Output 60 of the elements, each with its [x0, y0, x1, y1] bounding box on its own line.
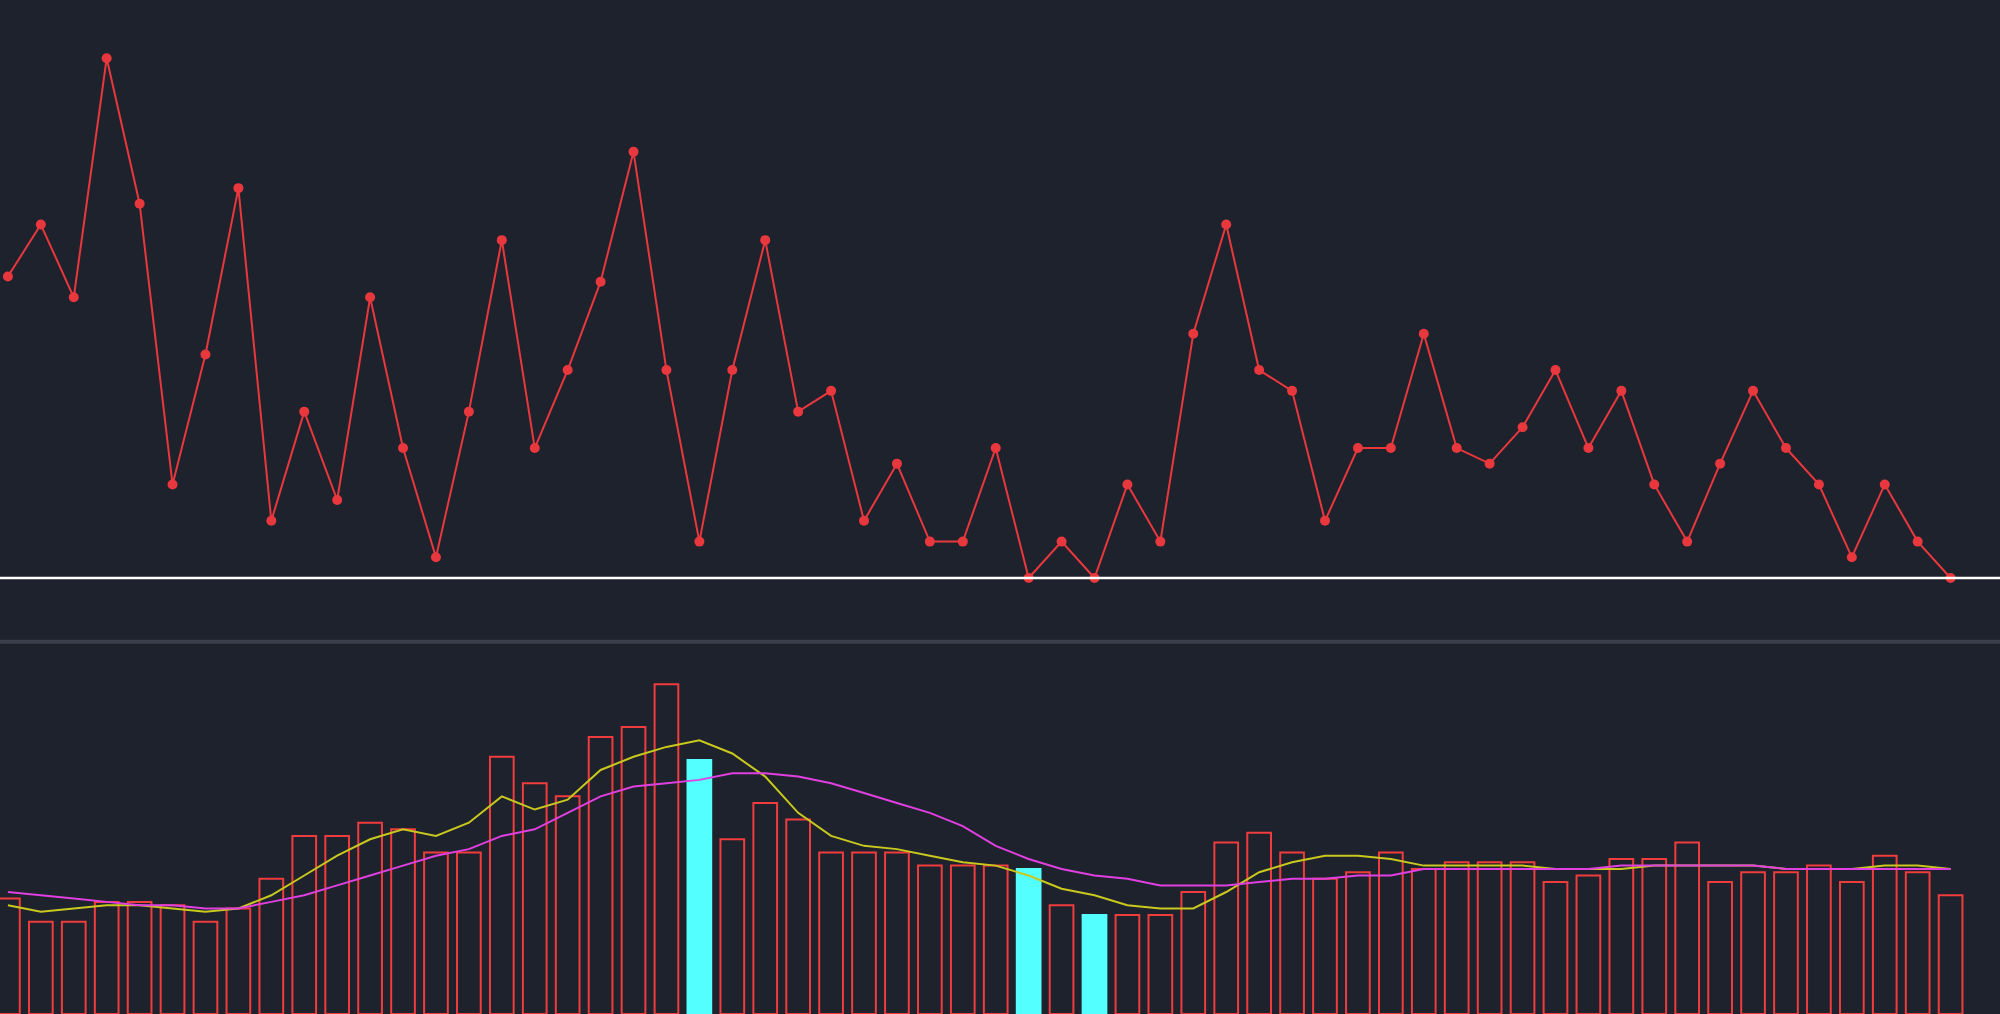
bar: [1015, 867, 1042, 1014]
point: [1550, 365, 1561, 376]
point: [1813, 479, 1824, 490]
point: [1649, 479, 1660, 490]
point: [134, 198, 145, 209]
point: [529, 443, 540, 454]
point: [299, 406, 310, 417]
point: [430, 552, 441, 563]
point: [332, 495, 343, 506]
point: [1748, 385, 1759, 396]
point: [661, 365, 672, 376]
point: [1122, 479, 1133, 490]
point: [398, 443, 409, 454]
point: [1451, 443, 1462, 454]
point: [1320, 515, 1330, 526]
point: [957, 536, 968, 547]
point: [1583, 443, 1594, 454]
point: [1352, 443, 1363, 454]
point: [859, 515, 870, 526]
point: [1780, 443, 1791, 454]
point: [266, 515, 277, 526]
point: [1846, 552, 1857, 563]
bar: [1081, 914, 1108, 1014]
point: [1616, 385, 1627, 396]
point: [233, 183, 244, 194]
point: [793, 406, 804, 417]
point: [694, 536, 705, 547]
point: [200, 349, 211, 360]
point: [1484, 458, 1495, 469]
point: [496, 235, 507, 246]
point: [167, 479, 178, 490]
point: [1385, 443, 1396, 454]
point: [1517, 422, 1528, 433]
point: [1287, 385, 1298, 396]
point: [2, 271, 13, 282]
point: [463, 406, 474, 417]
point: [1912, 536, 1923, 547]
point: [1155, 536, 1166, 547]
point: [1682, 536, 1693, 547]
point: [68, 292, 79, 303]
bar: [686, 759, 713, 1014]
point: [760, 235, 771, 246]
point: [1188, 328, 1199, 339]
point: [826, 385, 837, 396]
point: [1418, 328, 1429, 339]
point: [365, 292, 376, 303]
point: [1056, 536, 1067, 547]
point: [727, 365, 738, 376]
point: [891, 458, 902, 469]
point: [35, 219, 46, 230]
point: [1879, 479, 1890, 490]
point: [628, 146, 639, 157]
point: [562, 365, 573, 376]
point: [990, 443, 1001, 454]
point: [101, 53, 112, 64]
point: [1715, 458, 1726, 469]
point: [924, 536, 935, 547]
point: [1221, 219, 1232, 230]
point: [595, 276, 606, 287]
point: [1254, 365, 1265, 376]
